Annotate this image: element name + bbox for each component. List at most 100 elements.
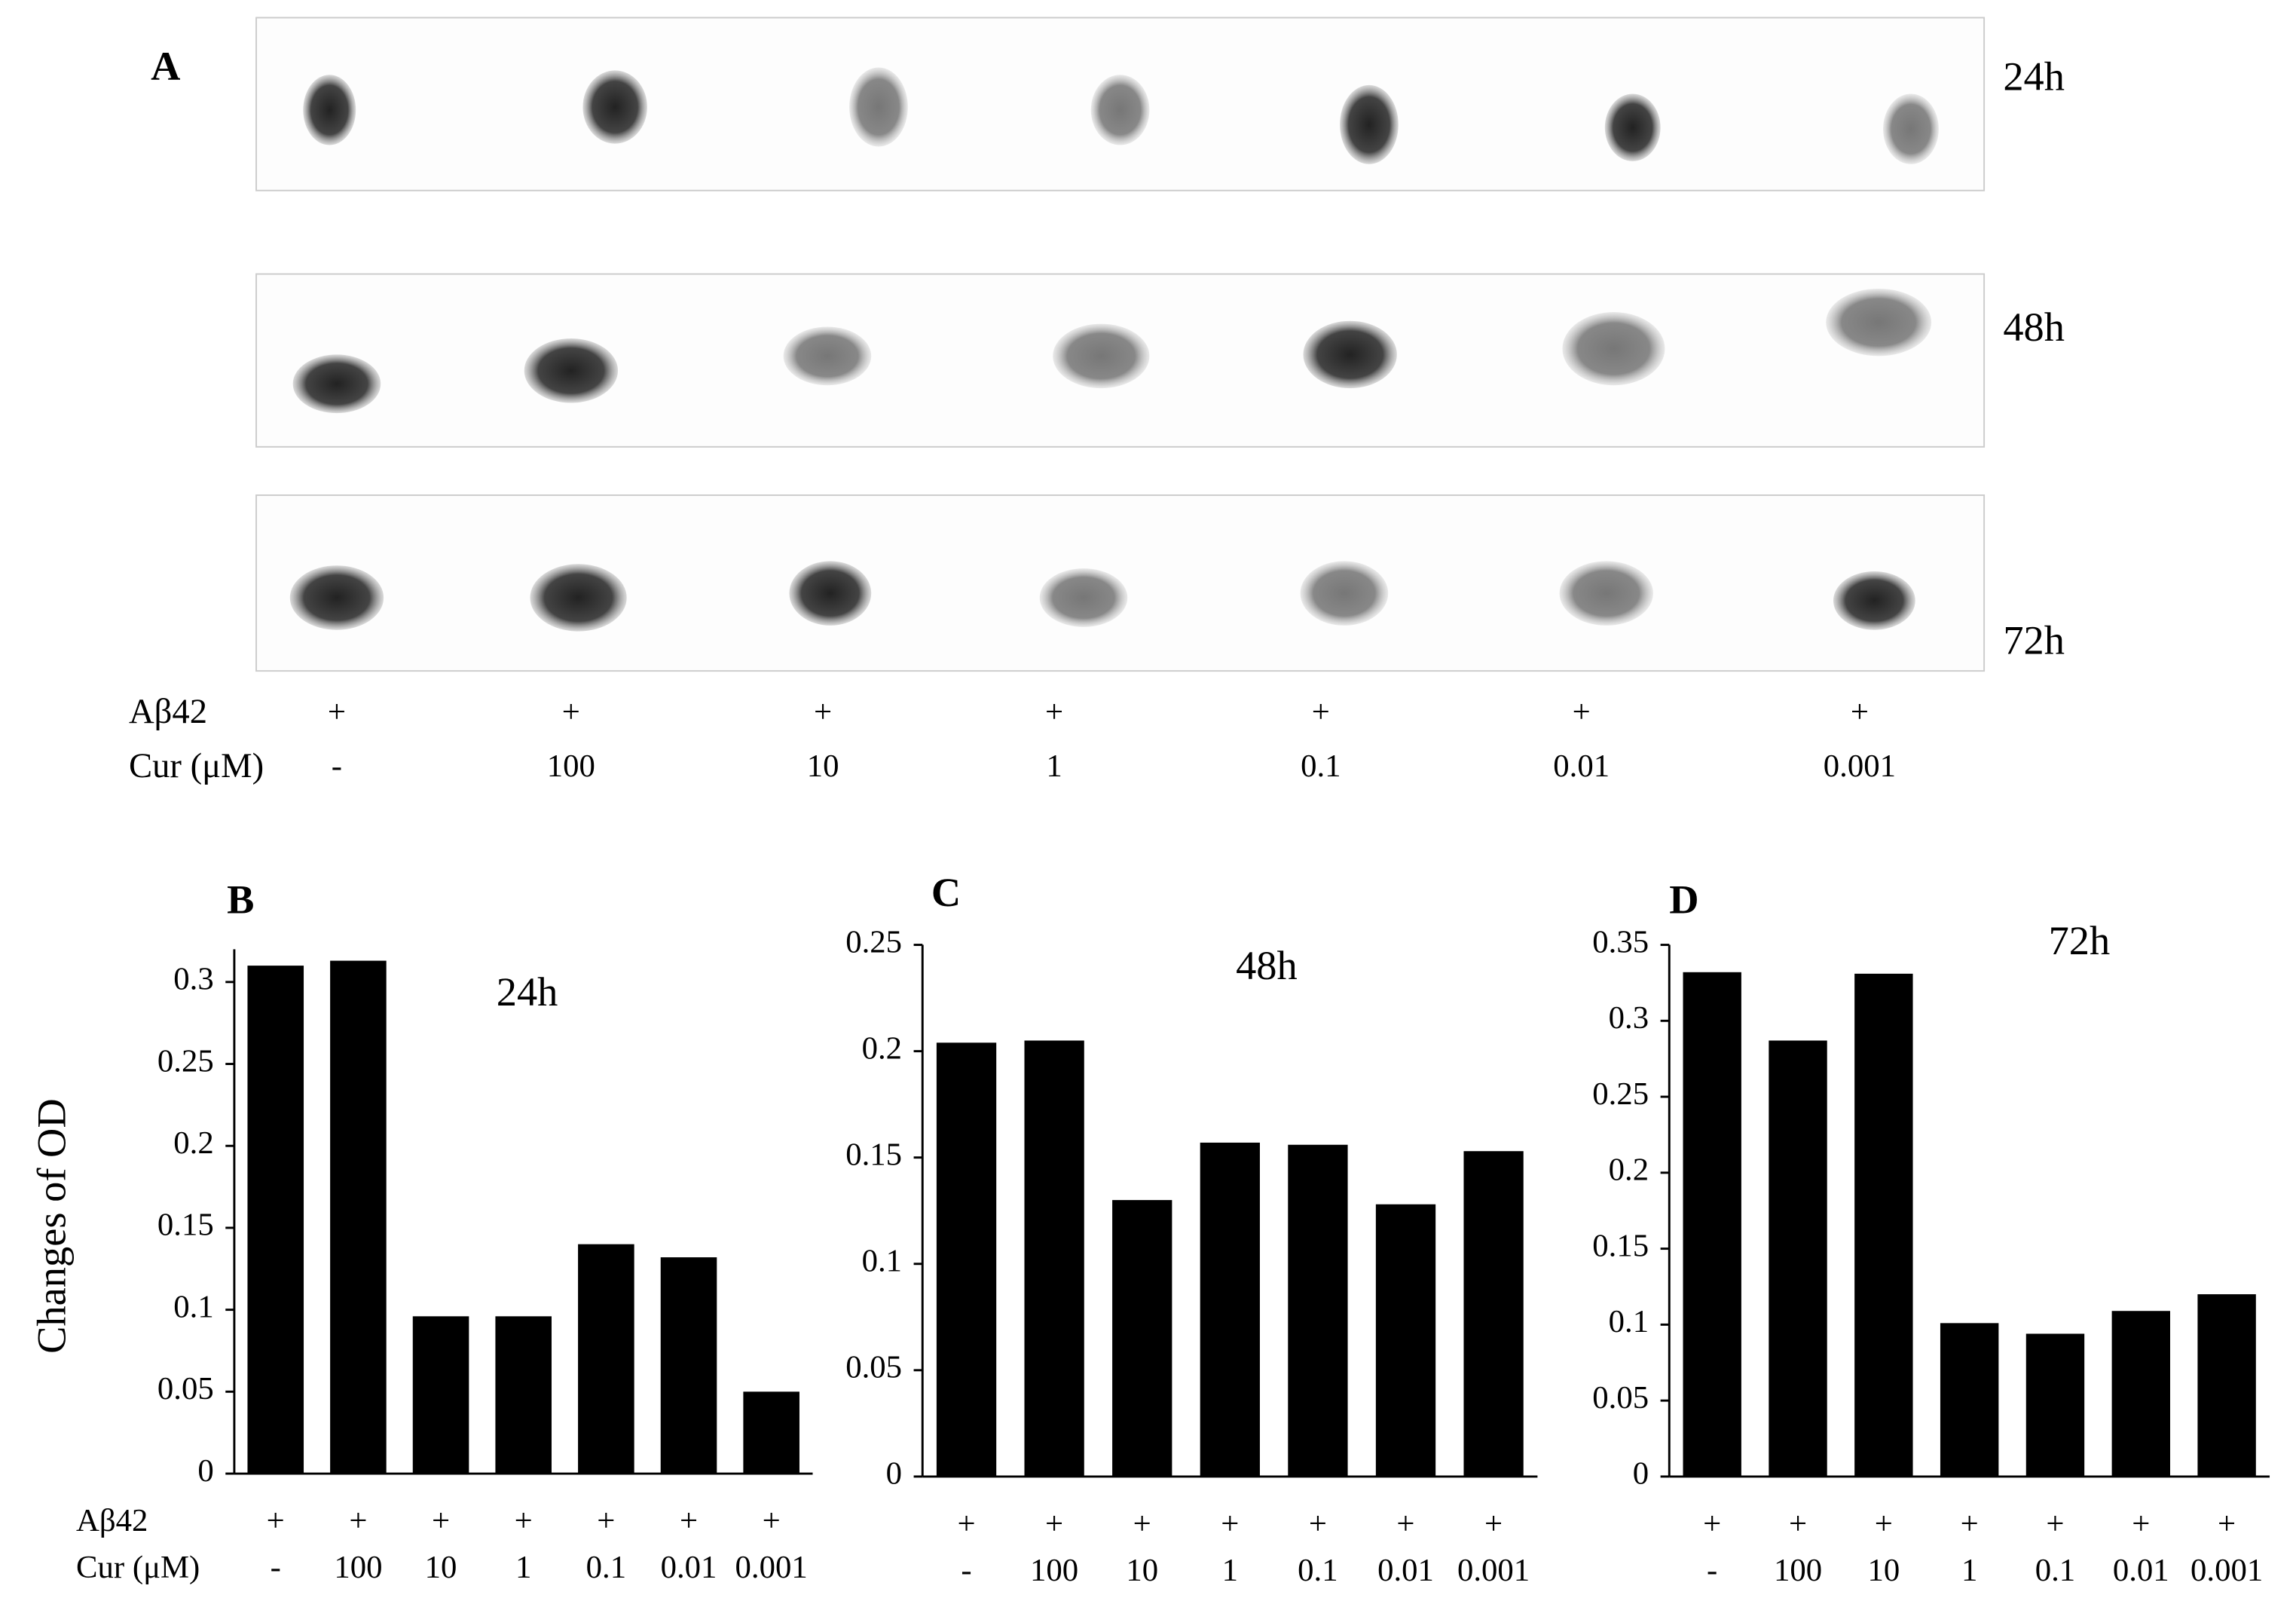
abeta-mark: + (597, 1503, 615, 1538)
abeta-mark: + (814, 694, 832, 730)
y-axis-label: Changes of OD (29, 1098, 74, 1353)
abeta-mark: + (1312, 694, 1330, 730)
concentration: - (332, 748, 342, 784)
abeta-mark: + (680, 1503, 698, 1538)
y-tick-label: 0.15 (1592, 1228, 1649, 1263)
bar (660, 1257, 717, 1474)
blot-dot (789, 561, 872, 626)
bar (2197, 1294, 2256, 1477)
panel-label: D (1669, 877, 1698, 923)
chart-title: 48h (1236, 943, 1298, 988)
y-tick-label: 0.2 (173, 1125, 213, 1161)
abeta-mark: + (267, 1503, 285, 1538)
y-tick-label: 0 (197, 1453, 213, 1489)
concentration: 1 (1046, 748, 1062, 784)
x-tick-label: - (961, 1553, 971, 1588)
abeta-mark: + (515, 1503, 533, 1538)
abeta-mark: + (1573, 694, 1591, 730)
x-tick-label: 0.001 (1457, 1553, 1530, 1588)
y-tick-label: 0.25 (157, 1043, 214, 1079)
concentration: 0.001 (1824, 748, 1896, 784)
bar (247, 966, 304, 1474)
blot-dot (530, 564, 627, 632)
x-tick-label: 0.01 (1377, 1553, 1434, 1588)
abeta-mark: + (1045, 694, 1063, 730)
bar (330, 960, 387, 1474)
bar (495, 1316, 552, 1474)
row-label: Aβ42 (76, 1503, 148, 1538)
y-tick-label: 0.25 (845, 924, 902, 960)
y-tick-label: 0.15 (845, 1137, 902, 1172)
abeta-mark: + (1484, 1506, 1503, 1541)
y-tick-label: 0.15 (157, 1208, 214, 1243)
time-label: 24h (2003, 54, 2065, 99)
y-tick-label: 0.1 (173, 1289, 213, 1324)
bar (1769, 1040, 1827, 1477)
abeta-mark: + (1703, 1506, 1721, 1541)
y-tick-label: 0.3 (1609, 1000, 1649, 1036)
x-tick-label: 0.001 (735, 1550, 808, 1585)
abeta-mark: + (957, 1506, 975, 1541)
abeta-mark: + (1309, 1506, 1327, 1541)
y-tick-label: 0.05 (845, 1350, 902, 1385)
abeta-mark: + (1789, 1506, 1807, 1541)
blot-dot (1826, 288, 1932, 357)
y-tick-label: 0.2 (862, 1030, 902, 1066)
x-tick-label: 1 (1961, 1553, 1977, 1588)
x-tick-label: 10 (1126, 1553, 1158, 1588)
x-tick-label: 100 (1030, 1553, 1078, 1588)
time-label: 48h (2003, 305, 2065, 350)
y-tick-label: 0.05 (157, 1371, 214, 1407)
bar (412, 1316, 469, 1474)
bar (578, 1244, 634, 1474)
abeta-mark: + (2132, 1506, 2150, 1541)
bar (1112, 1200, 1172, 1477)
y-tick-label: 0.3 (173, 962, 213, 997)
concentration: 0.01 (1553, 748, 1610, 784)
blot-dot (1559, 561, 1653, 626)
bar (1940, 1323, 1999, 1477)
row-label: Aβ42 (129, 692, 207, 731)
abeta-mark: + (2218, 1506, 2236, 1541)
blot-dot (292, 354, 381, 414)
blot-dot (1303, 320, 1397, 389)
x-tick-label: - (1707, 1553, 1717, 1588)
y-tick-label: 0.2 (1609, 1152, 1649, 1188)
x-tick-label: 10 (425, 1550, 457, 1585)
bar (936, 1042, 997, 1477)
row-label: Cur (μM) (76, 1550, 200, 1585)
y-tick-label: 0 (886, 1456, 902, 1492)
abeta-mark: + (1045, 1506, 1063, 1541)
blot-dot (783, 326, 872, 386)
time-label: 72h (2003, 618, 2065, 663)
blot-dot (524, 338, 619, 403)
blot-dot (1604, 93, 1661, 161)
abeta-mark: + (562, 694, 580, 730)
bar (2025, 1333, 2085, 1477)
blot-dot (1039, 568, 1128, 627)
x-tick-label: 0.1 (586, 1550, 626, 1585)
bar (1200, 1142, 1260, 1477)
abeta-mark: + (1133, 1506, 1151, 1541)
panel-label: B (227, 877, 254, 923)
x-tick-label: 100 (1774, 1553, 1822, 1588)
abeta-mark: + (1221, 1506, 1239, 1541)
y-tick-label: 0.05 (1592, 1380, 1649, 1416)
abeta-mark: + (2046, 1506, 2064, 1541)
abeta-mark: + (1851, 694, 1869, 730)
chart-title: 72h (2049, 918, 2111, 963)
abeta-mark: + (1875, 1506, 1893, 1541)
bar (2111, 1311, 2170, 1477)
abeta-mark: + (432, 1503, 450, 1538)
y-tick-label: 0.35 (1592, 924, 1649, 960)
blot-dot (849, 67, 908, 147)
blot-dot (582, 70, 647, 144)
blot-dot (1090, 75, 1150, 145)
y-tick-label: 0.1 (862, 1244, 902, 1279)
x-tick-label: 0.1 (2035, 1553, 2075, 1588)
x-tick-label: 10 (1867, 1553, 1900, 1588)
panel-label: C (931, 870, 961, 915)
x-tick-label: 0.01 (661, 1550, 717, 1585)
x-tick-label: 0.01 (2113, 1553, 2169, 1588)
